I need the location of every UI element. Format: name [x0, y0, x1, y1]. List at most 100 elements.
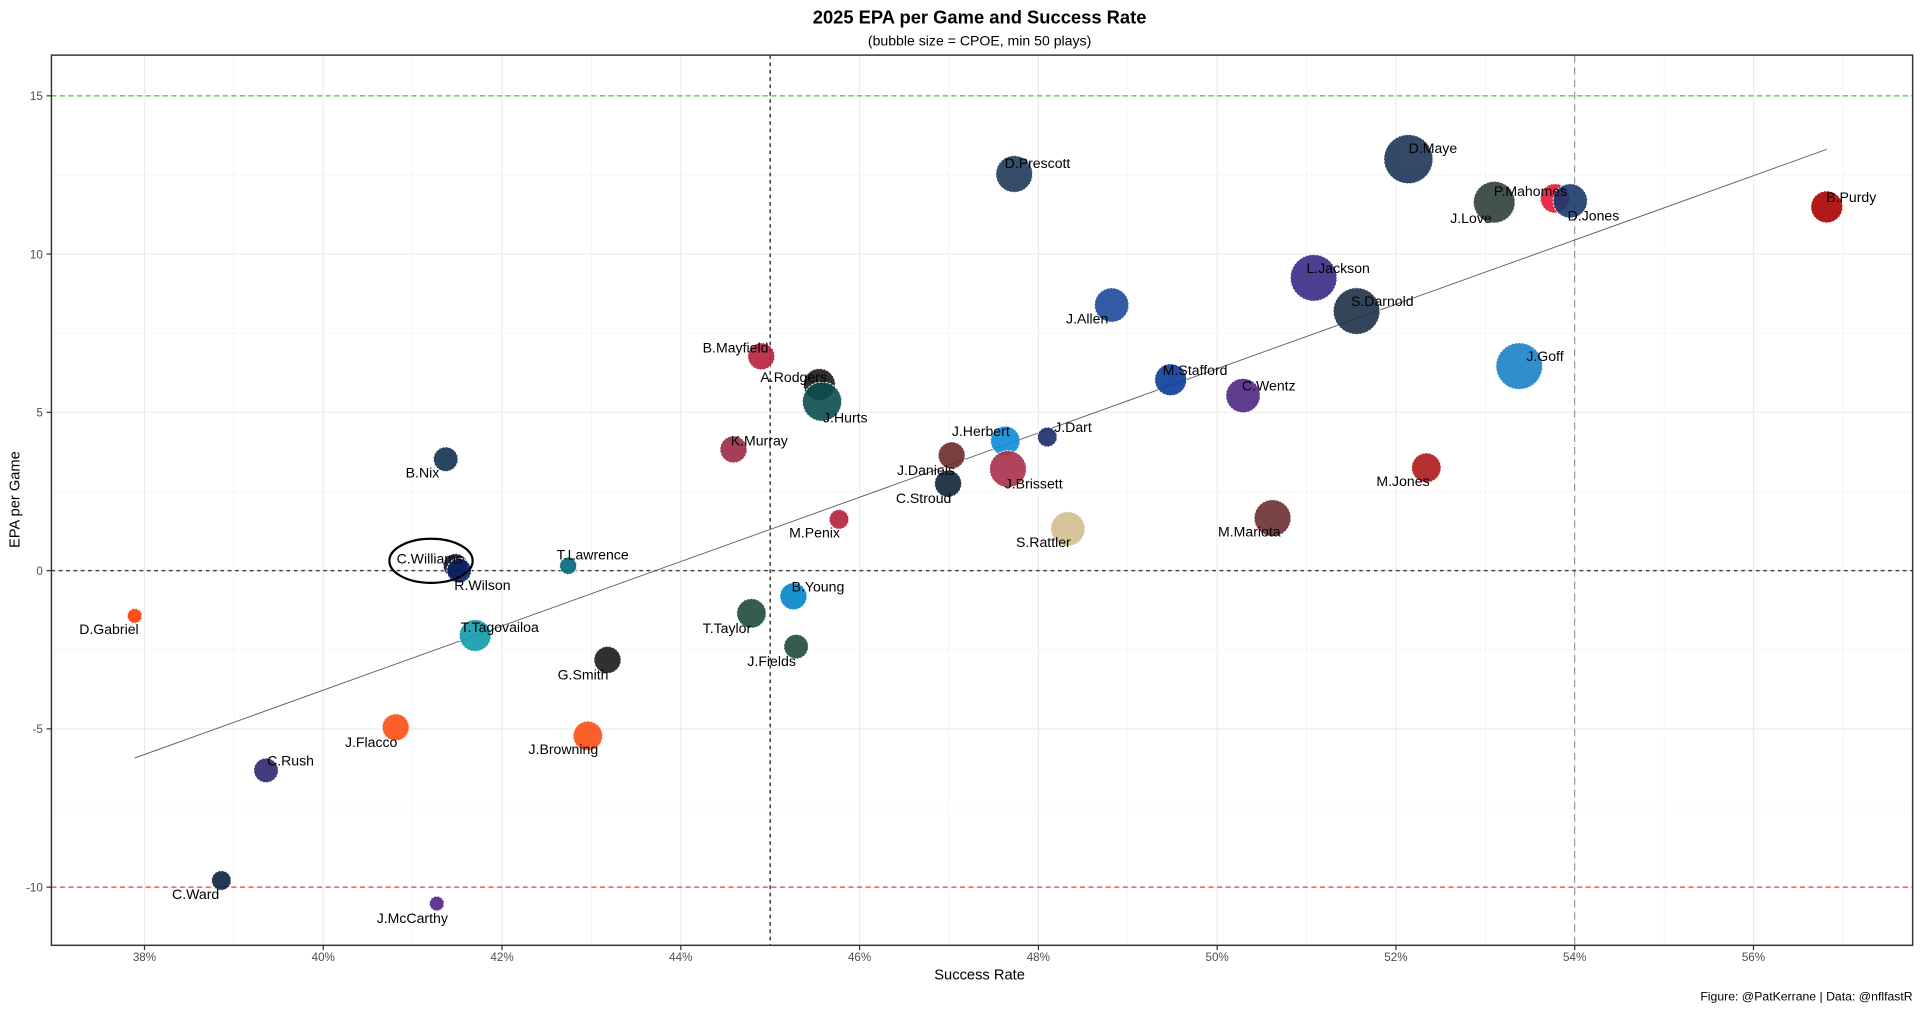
- bubble-j-hurts: [801, 381, 843, 422]
- point-label: S.Darnold: [1351, 293, 1414, 309]
- point-label: J.McCarthy: [377, 910, 449, 926]
- y-tick-label: 0: [36, 565, 43, 578]
- bubble-s-rattler: [1050, 511, 1086, 547]
- point-label: B.Young: [792, 578, 845, 594]
- point-label: B.Mayfield: [703, 340, 769, 356]
- point-label: D.Jones: [1568, 208, 1620, 224]
- bubble-j-dart: [1037, 426, 1058, 448]
- point-label: D.Prescott: [1005, 155, 1071, 171]
- chart-subtitle: (bubble size = CPOE, min 50 plays): [868, 32, 1091, 48]
- point-label: C.Stroud: [896, 490, 952, 506]
- bubble-t-lawrence: [559, 556, 578, 575]
- bubble-j-mccarthy: [428, 895, 445, 912]
- bubble-c-stroud: [934, 469, 963, 498]
- point-label: J.Hurts: [823, 409, 868, 425]
- bubble-j-allen: [1094, 287, 1130, 323]
- y-tick-label: 5: [36, 407, 42, 420]
- y-axis-ticks: -10 -5 0 5 10 15: [26, 90, 52, 894]
- y-tick-label: -5: [33, 723, 43, 736]
- y-tick-label: 10: [30, 248, 43, 261]
- bubble-m-jones: [1411, 452, 1442, 483]
- point-label: M.Stafford: [1163, 362, 1228, 378]
- point-label: M.Mariota: [1218, 523, 1281, 539]
- bubble-d-maye: [1383, 134, 1434, 185]
- point-label: C.Ward: [172, 886, 219, 902]
- point-label: D.Gabriel: [79, 621, 138, 637]
- bubble-j-browning: [572, 720, 604, 752]
- points: [126, 134, 1844, 912]
- highlight-ellipse: [388, 537, 474, 584]
- point-label: J.Allen: [1066, 310, 1108, 326]
- point-label: S.Rattler: [1016, 534, 1071, 550]
- bubble-m-penix: [828, 509, 850, 530]
- point-label: J.Flacco: [345, 734, 398, 750]
- bubble-l-jackson: [1289, 254, 1338, 302]
- bubble-m-mariota: [1253, 499, 1292, 537]
- bubble-d-prescott: [995, 155, 1034, 193]
- bubble-c-ward: [211, 870, 232, 891]
- bubble-b-purdy: [1810, 190, 1844, 224]
- y-tick-label: -10: [26, 881, 43, 894]
- x-axis-label: Success Rate: [934, 968, 1025, 984]
- bubble-j-love: [1472, 180, 1516, 224]
- bubble-d-jones: [1552, 183, 1588, 219]
- trend-line: [134, 148, 1827, 759]
- point-label: L.Jackson: [1306, 260, 1369, 276]
- point-label: J.Browning: [529, 741, 599, 757]
- x-tick-label: 40%: [312, 951, 335, 964]
- point-label: T.Taylor: [703, 620, 752, 636]
- bubble-k-murray: [719, 435, 748, 464]
- point-label: J.Dart: [1054, 419, 1092, 435]
- point-label: C.Williams: [397, 550, 463, 566]
- bubble-j-daniels: [937, 441, 966, 470]
- point-label: J.Goff: [1526, 348, 1563, 364]
- bubble-g-smith: [593, 645, 622, 674]
- point-label: R.Wilson: [454, 577, 510, 593]
- point-label: J.Herbert: [952, 423, 1010, 439]
- y-tick-label: 15: [30, 90, 43, 103]
- point-label: J.Brissett: [1005, 476, 1063, 492]
- point-label: T.Lawrence: [557, 547, 629, 563]
- bubble-s-darnold: [1332, 287, 1381, 335]
- plot-panel-border: [50, 54, 1914, 947]
- bubble-b-young: [779, 582, 808, 611]
- x-tick-label: 44%: [669, 951, 692, 964]
- x-tick-label: 52%: [1384, 951, 1407, 964]
- x-tick-label: 50%: [1206, 951, 1229, 964]
- point-label: G.Smith: [558, 666, 609, 682]
- x-tick-label: 54%: [1563, 951, 1586, 964]
- point-label: J.Daniels: [897, 462, 955, 478]
- bubble-j-brissett: [989, 450, 1027, 488]
- x-tick-label: 38%: [133, 951, 156, 964]
- y-axis-label: EPA per Game: [8, 451, 24, 548]
- caption: Figure: @PatKerrane | Data: @nflfastR: [1700, 989, 1912, 1003]
- point-label: J.Love: [1450, 210, 1492, 226]
- x-tick-label: 42%: [490, 951, 513, 964]
- bubble-d-gabriel: [126, 608, 143, 624]
- point-label: T.Tagovailoa: [461, 619, 539, 635]
- point-label: C.Wentz: [1242, 378, 1296, 394]
- x-tick-label: 46%: [848, 951, 871, 964]
- bubble-t-taylor: [736, 598, 767, 629]
- x-tick-label: 48%: [1027, 951, 1050, 964]
- point-label: B.Purdy: [1826, 189, 1877, 205]
- point-label: J.Fields: [747, 653, 796, 669]
- grid: [51, 55, 1913, 946]
- point-label: P.Mahomes: [1494, 183, 1567, 199]
- chart-title: 2025 EPA per Game and Success Rate: [813, 6, 1147, 27]
- bubble-j-fields: [783, 633, 809, 660]
- bubble-b-nix: [432, 446, 459, 472]
- point-label: D.Maye: [1409, 140, 1458, 156]
- x-axis-ticks: 38% 40% 42% 44% 46% 48% 50% 52% 54% 56%: [133, 945, 1765, 964]
- bubble-c-rush: [253, 757, 279, 784]
- bubble-c-wentz: [1225, 377, 1261, 414]
- bubble-j-flacco: [381, 713, 410, 742]
- point-label: B.Nix: [406, 465, 440, 481]
- x-tick-label: 56%: [1742, 951, 1765, 964]
- bubble-b-mayfield: [747, 342, 776, 371]
- bubble-t-tagovailoa: [458, 619, 492, 652]
- point-label: M.Jones: [1376, 473, 1429, 489]
